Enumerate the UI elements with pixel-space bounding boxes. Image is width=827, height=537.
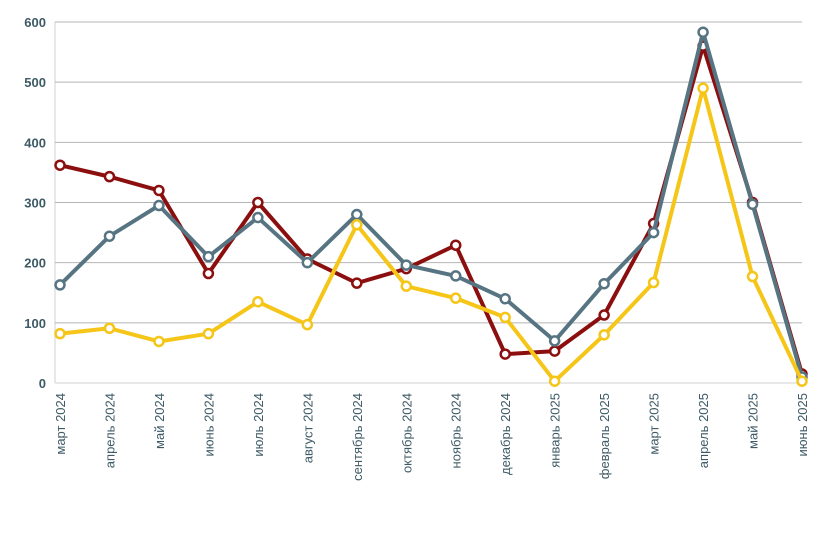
x-tick-label: январь 2025	[548, 393, 563, 468]
data-point	[202, 327, 215, 340]
series-group	[54, 26, 808, 387]
y-tick-label: 200	[24, 256, 46, 271]
data-point	[54, 279, 66, 291]
data-point	[202, 250, 215, 263]
x-tick-label: март 2025	[647, 393, 662, 455]
data-point	[499, 348, 511, 360]
data-point	[54, 159, 66, 171]
x-tick-label: май 2024	[152, 393, 167, 449]
data-point	[647, 226, 660, 239]
x-axis: март 2024 апрель 2024 май 2024 июнь 2024 июл…	[53, 393, 810, 481]
series-2	[54, 26, 808, 383]
data-point	[746, 270, 759, 283]
x-tick-label: апрель 2024	[102, 393, 117, 468]
data-point	[598, 309, 610, 321]
data-point	[351, 219, 363, 231]
data-point	[153, 335, 165, 348]
x-tick-label: декабрь 2024	[498, 393, 513, 475]
y-tick-label: 600	[24, 15, 46, 30]
y-tick-label: 100	[24, 316, 46, 331]
data-point	[548, 335, 561, 347]
x-tick-label: июнь 2025	[795, 393, 810, 457]
data-point	[548, 375, 561, 387]
data-point	[153, 184, 165, 197]
data-point	[796, 375, 808, 387]
data-point	[548, 345, 561, 357]
data-point	[400, 280, 413, 292]
x-tick-label: июль 2024	[251, 393, 266, 457]
data-point	[697, 82, 709, 94]
data-point	[697, 26, 709, 38]
data-point	[449, 270, 462, 282]
x-tick-label: май 2025	[746, 393, 761, 449]
series-line	[58, 86, 804, 384]
data-point	[103, 322, 116, 334]
data-point	[598, 329, 610, 341]
data-point	[499, 311, 511, 324]
data-point	[252, 296, 264, 308]
data-point	[400, 259, 413, 271]
data-point	[351, 208, 363, 221]
series-1	[54, 40, 808, 380]
x-tick-label: август 2024	[300, 393, 315, 463]
data-point	[252, 211, 264, 224]
y-tick-label: 300	[24, 196, 46, 211]
series-3	[54, 82, 808, 387]
x-tick-label: ноябрь 2024	[449, 393, 464, 468]
data-point	[647, 276, 660, 289]
data-point	[746, 198, 759, 211]
data-point	[598, 277, 610, 290]
x-tick-label: март 2024	[53, 393, 68, 455]
data-point	[351, 277, 363, 289]
data-point	[301, 318, 314, 331]
data-point	[301, 256, 314, 269]
series-line	[58, 30, 804, 379]
x-tick-label: февраль 2025	[597, 393, 612, 479]
data-point	[449, 239, 462, 251]
y-tick-label: 500	[24, 75, 46, 90]
data-point	[202, 267, 215, 280]
data-point	[103, 170, 116, 183]
x-tick-label: сентябрь 2024	[350, 393, 365, 481]
data-point	[252, 196, 264, 209]
x-tick-label: июнь 2024	[201, 393, 216, 457]
series-line	[58, 44, 804, 376]
y-axis: 0 100 200 300 400 500 600	[24, 15, 46, 391]
data-point	[499, 293, 511, 305]
data-point	[449, 292, 462, 304]
y-tick-label: 400	[24, 135, 46, 150]
x-tick-label: октябрь 2024	[399, 393, 414, 473]
x-tick-label: апрель 2025	[696, 393, 711, 468]
data-point	[153, 199, 165, 212]
grid-lines	[54, 21, 802, 384]
y-tick-label: 0	[39, 376, 46, 391]
data-point	[54, 327, 66, 340]
data-point	[103, 230, 116, 242]
